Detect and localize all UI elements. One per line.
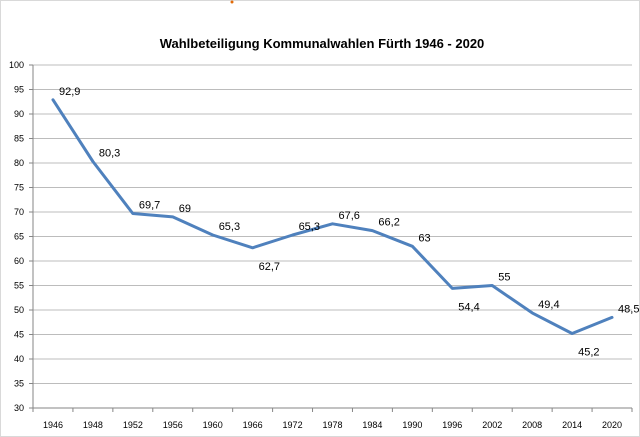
y-tick-label: 45 [14,330,24,340]
y-tick-label: 100 [9,60,24,70]
x-tick-label: 1946 [43,420,63,430]
x-tick-label: 1984 [362,420,382,430]
x-tick-label: 1948 [83,420,103,430]
y-tick-label: 70 [14,207,24,217]
y-tick-label: 65 [14,232,24,242]
data-label: 67,6 [339,210,360,222]
x-tick-label: 1960 [203,420,223,430]
y-tick-label: 90 [14,109,24,119]
y-tick-label: 60 [14,256,24,266]
x-tick-label: 2002 [482,420,502,430]
y-tick-label: 55 [14,281,24,291]
data-label: 92,9 [59,86,80,98]
y-tick-label: 35 [14,379,24,389]
x-tick-label: 2008 [522,420,542,430]
x-tick-label: 1966 [243,420,263,430]
x-tick-label: 1978 [322,420,342,430]
y-tick-label: 40 [14,354,24,364]
y-tick-label: 30 [14,403,24,413]
y-tick-label: 75 [14,183,24,193]
x-tick-label: 2020 [602,420,622,430]
data-label: 55 [498,272,510,284]
data-label: 69,7 [139,199,160,211]
x-tick-label: 1972 [283,420,303,430]
data-label: 80,3 [99,148,120,160]
data-label: 48,5 [618,303,639,315]
series-line [51,98,614,335]
data-label: 63 [418,232,430,244]
x-tick-label: 1956 [163,420,183,430]
data-label: 65,3 [299,221,320,233]
y-tick-label: 80 [14,158,24,168]
series-layer [51,98,614,335]
stray-dot-mark [230,0,234,4]
x-tick-label: 1996 [442,420,462,430]
data-label: 65,3 [219,221,240,233]
y-tick-label: 50 [14,305,24,315]
x-axis-tick-labels: 1946 1948 1952 1956 1960 1966 1972 1978 1984 1990… [43,420,622,430]
x-tick-label: 1952 [123,420,143,430]
gridlines [33,64,632,384]
data-label: 49,4 [538,299,559,311]
y-tick-label: 85 [14,134,24,144]
x-tick-label: 2014 [562,420,582,430]
y-tick-label: 95 [14,85,24,95]
data-label: 62,7 [259,261,280,273]
data-labels: 92,9 80,3 69,7 69 65,3 62,7 65,3 67,6 66,2 63 54,4… [59,86,639,359]
chart-title: Wahlbeteiligung Kommunalwahlen Fürth 194… [160,36,485,51]
data-label: 54,4 [458,301,479,313]
y-axis-tick-labels: 30 35 40 45 50 55 60 65 70 75 80 85 90 95 100 [9,60,24,413]
x-tick-label: 1990 [402,420,422,430]
data-label: 66,2 [378,217,399,229]
data-label: 45,2 [578,347,599,359]
data-label: 69 [179,203,191,215]
axes [29,64,633,412]
